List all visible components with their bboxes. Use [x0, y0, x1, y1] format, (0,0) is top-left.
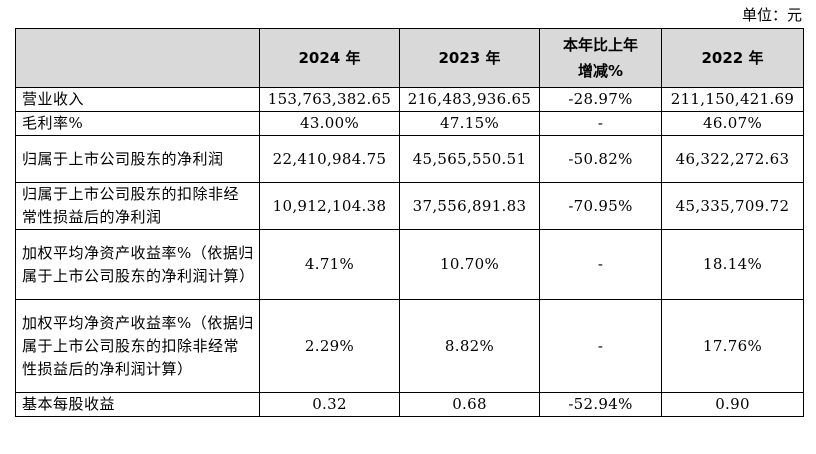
table-row: 毛利率% 43.00% 47.15% - 46.07%	[15, 111, 804, 136]
header-2023: 2023 年	[399, 28, 540, 88]
value-2023: 37,556,891.83	[399, 182, 540, 230]
value-2024: 10,912,104.38	[259, 182, 400, 230]
row-label: 归属于上市公司股东的净利润	[15, 135, 260, 183]
unit-label: 单位：元	[741, 6, 802, 24]
value-change: -70.95%	[539, 182, 662, 230]
value-2022: 45,335,709.72	[661, 182, 804, 230]
row-label: 归属于上市公司股东的扣除非经常性损益后的净利润	[15, 182, 260, 230]
value-2024: 43.00%	[259, 111, 400, 136]
row-label: 毛利率%	[15, 111, 260, 136]
table-row: 加权平均净资产收益率%（依据归属于上市公司股东的扣除非经常性损益后的净利润计算）…	[15, 299, 804, 393]
table-row: 营业收入 153,763,382.65 216,483,936.65 -28.9…	[15, 87, 804, 112]
header-change-text: 本年比上年 增减%	[562, 36, 638, 80]
value-2023: 47.15%	[399, 111, 540, 136]
header-item	[15, 28, 260, 88]
value-change: -	[539, 299, 662, 393]
value-change: -	[539, 229, 662, 300]
row-label: 基本每股收益	[15, 392, 260, 417]
value-2024: 153,763,382.65	[259, 87, 400, 112]
header-2024: 2024 年	[259, 28, 400, 88]
header-change: 本年比上年 增减%	[539, 28, 662, 88]
value-change: -50.82%	[539, 135, 662, 183]
value-2024: 2.29%	[259, 299, 400, 393]
value-2024: 4.71%	[259, 229, 400, 300]
table-row: 归属于上市公司股东的净利润 22,410,984.75 45,565,550.5…	[15, 135, 804, 183]
value-2023: 0.68	[399, 392, 540, 417]
row-label: 加权平均净资产收益率%（依据归属于上市公司股东的净利润计算）	[15, 229, 260, 300]
value-2023: 10.70%	[399, 229, 540, 300]
value-change: -28.97%	[539, 87, 662, 112]
value-2023: 216,483,936.65	[399, 87, 540, 112]
table-row: 归属于上市公司股东的扣除非经常性损益后的净利润 10,912,104.38 37…	[15, 182, 804, 230]
value-2023: 8.82%	[399, 299, 540, 393]
value-2023: 45,565,550.51	[399, 135, 540, 183]
header-2022: 2022 年	[661, 28, 804, 88]
value-2022: 46,322,272.63	[661, 135, 804, 183]
value-change: -	[539, 111, 662, 136]
value-2022: 211,150,421.69	[661, 87, 804, 112]
value-2024: 0.32	[259, 392, 400, 417]
value-2022: 17.76%	[661, 299, 804, 393]
row-label: 营业收入	[15, 87, 260, 112]
value-2022: 46.07%	[661, 111, 804, 136]
value-change: -52.94%	[539, 392, 662, 417]
table-row: 加权平均净资产收益率%（依据归属于上市公司股东的净利润计算） 4.71% 10.…	[15, 229, 804, 300]
value-2024: 22,410,984.75	[259, 135, 400, 183]
financial-data-table: 2024 年 2023 年 本年比上年 增减% 2022 年 营业收入 153,…	[15, 28, 804, 417]
table-header-row: 2024 年 2023 年 本年比上年 增减% 2022 年	[15, 28, 804, 88]
table-row: 基本每股收益 0.32 0.68 -52.94% 0.90	[15, 392, 804, 417]
row-label: 加权平均净资产收益率%（依据归属于上市公司股东的扣除非经常性损益后的净利润计算）	[15, 299, 260, 393]
value-2022: 0.90	[661, 392, 804, 417]
value-2022: 18.14%	[661, 229, 804, 300]
